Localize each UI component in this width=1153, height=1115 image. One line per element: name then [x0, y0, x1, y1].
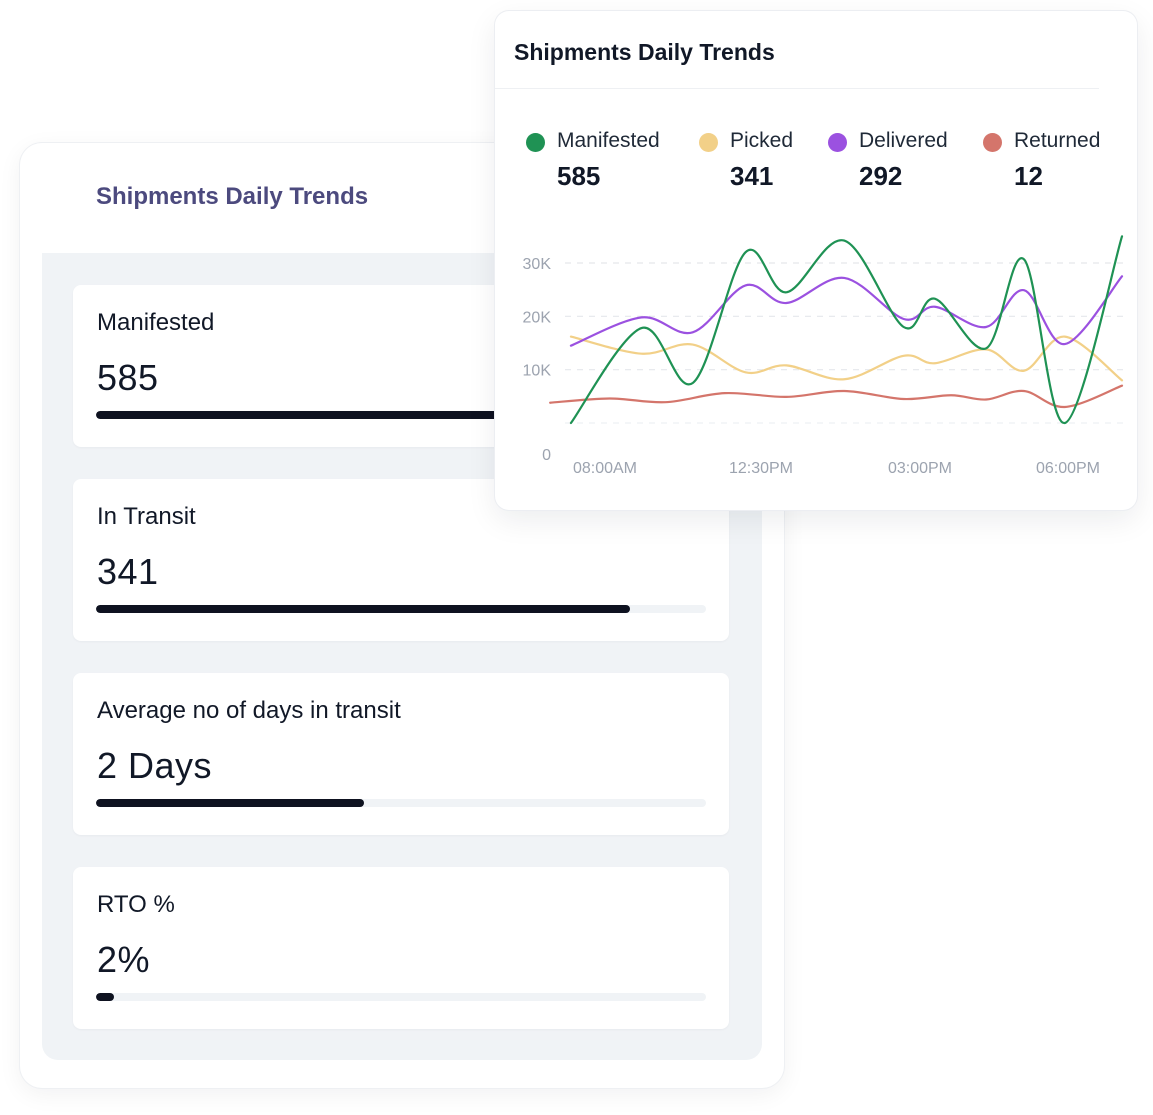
metric-label: Average no of days in transit — [97, 697, 401, 724]
progress-track — [96, 993, 706, 1001]
progress-track — [96, 799, 706, 807]
legend-name: Manifested — [557, 129, 660, 152]
x-tick-label: 06:00PM — [1036, 460, 1100, 477]
legend-value: 12 — [1014, 161, 1043, 191]
metric-label: Manifested — [97, 309, 215, 336]
metric-card-rto-percent[interactable]: RTO % 2% — [73, 867, 729, 1029]
trends-chart-card: Shipments Daily Trends Manifested 585 Pi… — [495, 11, 1137, 510]
series-line-manifested[interactable] — [569, 235, 1124, 425]
series-line-delivered[interactable] — [569, 275, 1124, 347]
legend-name: Picked — [730, 129, 794, 152]
progress-track — [96, 605, 706, 613]
progress-fill — [96, 993, 115, 1001]
legend-name: Returned — [1014, 129, 1101, 152]
progress-track — [96, 411, 706, 419]
metric-value: 341 — [97, 551, 159, 592]
series-line-picked[interactable] — [569, 335, 1124, 382]
progress-fill — [96, 411, 627, 419]
legend-dot — [699, 133, 718, 152]
legend-value: 585 — [557, 161, 601, 191]
metric-value: 585 — [97, 357, 159, 398]
x-tick-label: 08:00AM — [573, 460, 637, 477]
progress-fill — [96, 605, 630, 613]
divider — [495, 88, 1099, 89]
metric-value: 2% — [97, 939, 151, 980]
series-line-returned[interactable] — [549, 384, 1124, 409]
trend-line-chart: 0 10K 20K 30K 08:00AM 12:30PM 03:00PM 06:00PM — [523, 235, 1124, 477]
metric-card-avg-transit-days[interactable]: Average no of days in transit 2 Days — [73, 673, 729, 835]
x-tick-label: 12:30PM — [729, 460, 793, 477]
legend-dot — [983, 133, 1002, 152]
metric-value: 2 Days — [97, 745, 213, 786]
legend-dot — [828, 133, 847, 152]
x-tick-label: 03:00PM — [888, 460, 952, 477]
legend-value: 292 — [859, 161, 903, 191]
legend-value: 341 — [730, 161, 774, 191]
chart-legend: Manifested 585 Picked 341 Delivered 292 … — [495, 129, 1137, 199]
y-tick-label: 10K — [523, 363, 552, 380]
y-tick-label: 0 — [542, 447, 551, 464]
progress-fill — [96, 799, 365, 807]
metric-label: RTO % — [97, 891, 175, 918]
y-tick-label: 30K — [523, 256, 552, 273]
metric-label: In Transit — [97, 503, 196, 530]
y-tick-label: 20K — [523, 309, 552, 326]
chart-card-title: Shipments Daily Trends — [514, 39, 775, 65]
legend-dot — [526, 133, 545, 152]
legend-name: Delivered — [859, 129, 948, 152]
summary-title: Shipments Daily Trends — [96, 183, 369, 210]
